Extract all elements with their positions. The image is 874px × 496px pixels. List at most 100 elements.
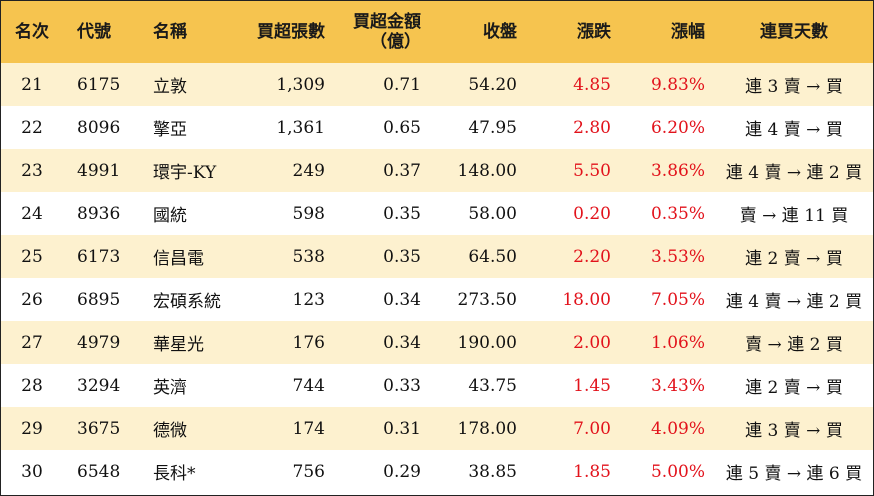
cell-rank: 22 [21, 117, 43, 138]
cell-change: 2.80 [573, 117, 611, 138]
header-row: 名次 代號 名稱 買超張數 買超金額 （億） 收盤 漲跌 漲幅 連買天數 [1, 1, 873, 63]
header-net-lots: 買超張數 [257, 22, 325, 42]
cell-code: 6175 [77, 74, 121, 95]
table-row: 26 6895 宏碩系統 123 0.34 273.50 18.00 7.05% 連 4 賣 →… [1, 278, 873, 321]
cell-change: 7.00 [573, 418, 611, 439]
table-row: 25 6173 信昌電 538 0.35 64.50 2.20 3.53% 連 2 賣 → 買 [1, 235, 873, 278]
cell-rank: 21 [21, 74, 43, 95]
cell-code: 6895 [77, 289, 121, 310]
table-row: 29 3675 德微 174 0.31 178.00 7.00 4.09% 連 3 賣 → 買 [1, 407, 873, 450]
cell-net-lots: 598 [292, 203, 325, 224]
cell-net-amount: 0.34 [383, 332, 421, 353]
cell-streak: 連 3 賣 → 買 [745, 421, 843, 441]
cell-net-lots: 123 [292, 289, 325, 310]
header-net-amount: 買超金額 （億） [335, 1, 431, 63]
header-code: 代號 [77, 22, 111, 42]
cell-change-pct: 3.43% [650, 375, 705, 396]
cell-close: 58.00 [468, 203, 517, 224]
cell-name: 長科* [153, 464, 196, 484]
cell-close: 64.50 [468, 246, 517, 267]
cell-rank: 23 [21, 160, 43, 181]
cell-code: 6548 [77, 461, 121, 482]
cell-net-lots: 249 [292, 160, 325, 181]
cell-close: 38.85 [468, 461, 517, 482]
cell-name: 英濟 [153, 378, 187, 398]
cell-streak: 連 2 賣 → 買 [745, 249, 843, 269]
cell-change: 18.00 [562, 289, 611, 310]
cell-streak: 連 4 賣 → 連 2 買 [725, 163, 863, 183]
cell-net-lots: 1,309 [276, 74, 325, 95]
cell-change: 2.00 [573, 332, 611, 353]
cell-code: 6173 [77, 246, 121, 267]
header-net-amount-line1: 買超金額 [353, 12, 421, 32]
cell-streak: 賣 → 連 2 買 [745, 335, 843, 355]
header-change: 漲跌 [577, 22, 611, 42]
cell-close: 273.50 [457, 289, 517, 310]
cell-change: 2.20 [573, 246, 611, 267]
cell-net-lots: 1,361 [276, 117, 325, 138]
header-change-pct: 漲幅 [671, 22, 705, 42]
cell-change: 0.20 [573, 203, 611, 224]
cell-name: 環宇-KY [153, 163, 217, 183]
cell-net-amount: 0.34 [383, 289, 421, 310]
cell-close: 43.75 [468, 375, 517, 396]
cell-close: 190.00 [457, 332, 517, 353]
cell-name: 擎亞 [153, 120, 187, 140]
cell-net-amount: 0.29 [383, 461, 421, 482]
cell-streak: 連 5 賣 → 連 6 買 [725, 464, 863, 484]
table-row: 23 4991 環宇-KY 249 0.37 148.00 5.50 3.86% 連 4 賣 →… [1, 149, 873, 192]
cell-change-pct: 4.09% [650, 418, 705, 439]
cell-change-pct: 7.05% [650, 289, 705, 310]
cell-name: 國統 [153, 206, 187, 226]
table-row: 27 4979 華星光 176 0.34 190.00 2.00 1.06% 賣 → 連 2 買 [1, 321, 873, 364]
header-name: 名稱 [153, 22, 187, 42]
cell-rank: 24 [21, 203, 43, 224]
table-header: 名次 代號 名稱 買超張數 買超金額 （億） 收盤 漲跌 漲幅 連買天數 [1, 1, 873, 63]
cell-code: 3675 [77, 418, 121, 439]
cell-net-amount: 0.35 [383, 246, 421, 267]
cell-close: 148.00 [457, 160, 517, 181]
cell-net-lots: 176 [292, 332, 325, 353]
cell-change: 4.85 [573, 74, 611, 95]
cell-change-pct: 1.06% [650, 332, 705, 353]
cell-rank: 29 [21, 418, 43, 439]
header-net-amount-line2: （億） [370, 32, 421, 52]
table-row: 28 3294 英濟 744 0.33 43.75 1.45 3.43% 連 2 賣 → 買 [1, 364, 873, 407]
cell-code: 4979 [77, 332, 121, 353]
cell-net-amount: 0.71 [383, 74, 421, 95]
cell-close: 47.95 [468, 117, 517, 138]
table-row: 22 8096 擎亞 1,361 0.65 47.95 2.80 6.20% 連 4 賣 → 買 [1, 106, 873, 149]
table-row: 30 6548 長科* 756 0.29 38.85 1.85 5.00% 連 5 賣 → 連 … [1, 450, 873, 493]
cell-code: 3294 [77, 375, 121, 396]
table-row: 21 6175 立敦 1,309 0.71 54.20 4.85 9.83% 連 3 賣 → 買 [1, 63, 873, 106]
header-streak: 連買天數 [760, 22, 828, 42]
cell-net-lots: 756 [292, 461, 325, 482]
cell-rank: 25 [21, 246, 43, 267]
cell-code: 8096 [77, 117, 121, 138]
cell-change-pct: 6.20% [650, 117, 705, 138]
cell-name: 宏碩系統 [153, 292, 221, 312]
cell-change-pct: 9.83% [650, 74, 705, 95]
table-row: 24 8936 國統 598 0.35 58.00 0.20 0.35% 賣 → 連 11 買 [1, 192, 873, 235]
cell-rank: 27 [21, 332, 43, 353]
cell-rank: 30 [21, 461, 43, 482]
cell-rank: 26 [21, 289, 43, 310]
cell-close: 54.20 [468, 74, 517, 95]
header-close: 收盤 [483, 22, 517, 42]
cell-name: 信昌電 [153, 249, 204, 269]
cell-streak: 連 2 賣 → 買 [745, 378, 843, 398]
header-rank: 名次 [15, 22, 49, 42]
cell-change-pct: 0.35% [650, 203, 705, 224]
cell-streak: 連 4 賣 → 連 2 買 [725, 292, 863, 312]
cell-change: 1.85 [573, 461, 611, 482]
cell-name: 立敦 [153, 77, 187, 97]
table-body: 21 6175 立敦 1,309 0.71 54.20 4.85 9.83% 連 3 賣 → 買… [1, 63, 873, 493]
cell-net-lots: 744 [292, 375, 325, 396]
cell-net-amount: 0.31 [383, 418, 421, 439]
cell-code: 8936 [77, 203, 121, 224]
cell-net-amount: 0.65 [383, 117, 421, 138]
cell-net-lots: 174 [292, 418, 325, 439]
cell-streak: 賣 → 連 11 買 [739, 206, 849, 226]
cell-change: 5.50 [573, 160, 611, 181]
